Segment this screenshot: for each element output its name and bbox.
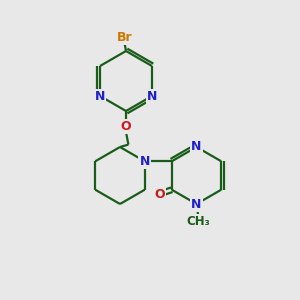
Text: O: O bbox=[154, 188, 164, 201]
Text: N: N bbox=[147, 89, 157, 103]
Text: N: N bbox=[191, 197, 202, 211]
Text: O: O bbox=[121, 120, 131, 133]
Text: Br: Br bbox=[117, 31, 132, 44]
Text: CH₃: CH₃ bbox=[186, 214, 210, 228]
Text: N: N bbox=[191, 140, 202, 154]
Text: N: N bbox=[95, 89, 105, 103]
Text: N: N bbox=[140, 155, 150, 168]
